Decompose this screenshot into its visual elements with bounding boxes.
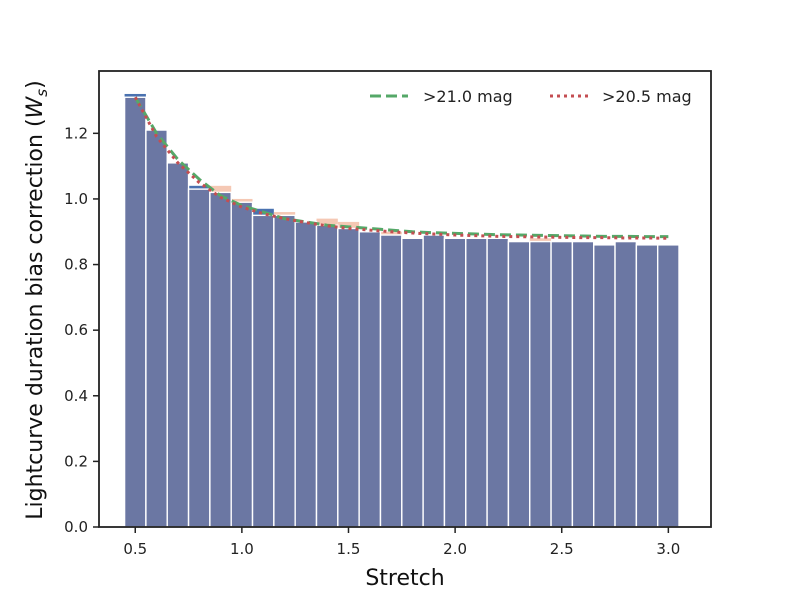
bar-3-23: [593, 244, 616, 528]
y-axis-label-close: ): [23, 80, 48, 89]
bar-3-16: [443, 237, 467, 528]
bar-3-26: [656, 244, 680, 528]
legend: >21.0 mag >20.5 mag: [370, 87, 692, 106]
y-tick-label: 0.0: [64, 518, 88, 536]
y-tick-label: 0.2: [64, 452, 88, 470]
bar-3-2: [145, 129, 168, 528]
bar-3-10: [315, 224, 339, 528]
bar-3-8: [273, 214, 296, 528]
bar-3-25: [635, 244, 659, 528]
bar-3-9: [294, 221, 318, 528]
legend-label-20-5-mag: >20.5 mag: [602, 87, 692, 106]
fit-line-1: [133, 96, 669, 239]
x-tick-label: 0.5: [123, 540, 147, 558]
y-tick-label: 1.2: [64, 124, 88, 142]
bar-3-14: [401, 237, 424, 528]
y-axis-ticks: 0.0 0.2 0.4 0.6 0.8 1.0 1.2: [64, 124, 99, 536]
bar-3-20: [529, 240, 552, 528]
y-tick-label: 1.0: [64, 190, 88, 208]
y-axis-label-subscript: s: [33, 89, 51, 97]
bar-3-18: [486, 237, 510, 528]
y-tick-label: 0.6: [64, 321, 88, 339]
fit-lines-layer: [133, 96, 669, 240]
bar-3-19: [507, 240, 531, 528]
x-tick-label: 2.0: [443, 540, 467, 558]
legend-label-21-mag: >21.0 mag: [423, 87, 513, 106]
bar-3-13: [379, 234, 403, 528]
bar-3-7: [251, 214, 275, 528]
bar-3-5: [209, 191, 232, 528]
bar-3-3: [166, 162, 190, 528]
bar-3-12: [358, 231, 382, 528]
bar-3-15: [422, 234, 446, 528]
x-axis-ticks: 0.5 1.0 1.5 2.0 2.5 3.0: [123, 527, 680, 558]
bar-3-11: [337, 227, 360, 528]
x-tick-label: 1.5: [337, 540, 361, 558]
bar-3-21: [550, 240, 574, 528]
x-tick-label: 2.5: [550, 540, 574, 558]
x-tick-label: 3.0: [656, 540, 680, 558]
bar-3-24: [614, 240, 638, 528]
bar-3-4: [187, 188, 211, 528]
plot-frame: [98, 70, 712, 528]
y-axis-label-text: Lightcurve duration bias correction (: [23, 118, 48, 519]
bar-3-6: [230, 201, 254, 528]
x-tick-label: 1.0: [230, 540, 254, 558]
y-axis-label-symbol: W: [23, 95, 48, 118]
y-tick-label: 0.4: [64, 387, 88, 405]
bar-3-17: [465, 237, 488, 528]
y-tick-label: 0.8: [64, 256, 88, 274]
fit-line-2: [133, 96, 669, 240]
bars-layer: [123, 93, 680, 528]
y-axis-label: Lightcurve duration bias correction (Ws): [23, 80, 51, 519]
bar-3-22: [571, 240, 595, 528]
bar-3-1: [123, 96, 147, 528]
x-axis-label: Stretch: [365, 566, 444, 591]
